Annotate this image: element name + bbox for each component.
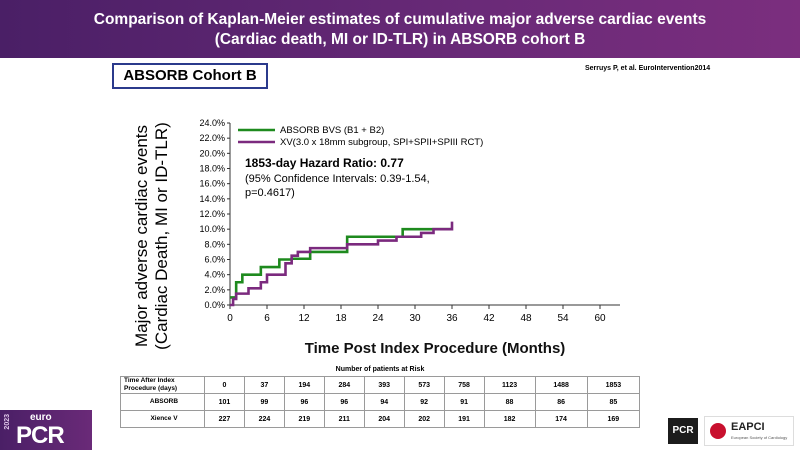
risk-table-timepoint: 1488 [534,376,588,394]
risk-table-cell: 96 [283,393,325,411]
risk-table-cell: 101 [204,393,245,411]
slide-title-line1: Comparison of Kaplan-Meier estimates of … [93,11,707,28]
risk-table-cell: 224 [243,410,285,428]
risk-table-timepoint: 0 [204,376,245,394]
y-tick-label: 14.0% [199,194,225,204]
risk-table-cell: 191 [443,410,485,428]
hazard-ratio-title: 1853-day Hazard Ratio: 0.77 [245,156,404,170]
x-tick-label: 54 [557,313,569,324]
y-tick-label: 12.0% [199,209,225,219]
x-tick-label: 0 [227,313,233,324]
risk-table: Time After Index Procedure (days) 0 37 194 2… [120,376,641,428]
footer-brand-large: PCR [16,422,65,449]
risk-table-cell: 202 [403,410,445,428]
chart-svg: 0.0% 2.0% 4.0% 6.0% 8.0% 10.0% 12.0% 14.0% 16.0%… [132,118,620,357]
x-axis-label: Time Post Index Procedure (Months) [305,340,566,357]
slide-header: Comparison of Kaplan-Meier estimates of … [0,0,800,58]
y-axis-label-line1: Major adverse cardiac events [132,125,151,347]
y-axis-label-line2: (Cardiac Death, MI or ID-TLR) [152,122,171,350]
risk-table-cell: 182 [483,410,536,428]
risk-table-header-label: Time After Index Procedure (days) [120,376,205,394]
risk-table-cell: 227 [204,410,245,428]
risk-table-cell: 92 [403,393,445,411]
confidence-interval-text: (95% Confidence Intervals: 0.39-1.54, [245,173,430,185]
y-tick-label: 22.0% [199,133,225,143]
y-tick-label: 16.0% [199,179,225,189]
x-tick-label: 12 [298,313,310,324]
risk-table-timepoint: 194 [283,376,325,394]
pcr-badge: PCR [668,418,698,444]
eapci-logo: EAPCI European Society of Cardiology [704,416,794,446]
slide-title-line2: (Cardiac death, MI or ID-TLR) in ABSORB … [214,31,586,48]
risk-table-row-label: Xience V [120,410,205,428]
y-tick-label: 24.0% [199,118,225,128]
risk-table-row: ABSORB 101 99 96 96 94 92 91 88 86 85 [120,393,641,411]
x-tick-label: 36 [446,313,458,324]
risk-table-timepoint: 758 [443,376,485,394]
heart-icon [710,423,726,439]
risk-table-timepoint: 573 [403,376,445,394]
citation-text: Serruys P, et al. EuroIntervention2014 [585,65,711,72]
y-tick-label: 10.0% [199,224,225,234]
x-tick-label: 48 [520,313,532,324]
y-tick-label: 2.0% [204,285,225,295]
eapci-name: EAPCI [731,421,765,433]
risk-table-cell: 85 [586,393,641,411]
x-tick-label: 42 [483,313,495,324]
legend-label: ABSORB BVS (B1 + B2) [280,125,384,136]
risk-table-timepoint: 37 [243,376,285,394]
y-tick-label: 0.0% [204,300,225,310]
x-tick-label: 6 [264,313,270,324]
risk-table-row-label: ABSORB [120,393,205,411]
legend-label: XV(3.0 x 18mm subgroup, SPI+SPII+SPIII R… [280,137,483,148]
risk-table-cell: 211 [323,410,365,428]
x-tick-label: 24 [372,313,384,324]
y-tick-label: 18.0% [199,164,225,174]
risk-table-cell: 91 [443,393,485,411]
risk-table-timepoint: 1123 [483,376,536,394]
x-tick-label: 18 [335,313,347,324]
x-tick-label: 60 [594,313,606,324]
y-tick-label: 8.0% [204,239,225,249]
cohort-label-box: ABSORB Cohort B [112,63,268,89]
risk-table-timepoint: 284 [323,376,365,394]
risk-table-cell: 219 [283,410,325,428]
risk-table-cell: 174 [534,410,588,428]
risk-table-cell: 96 [323,393,365,411]
footer-year: 2023 [4,414,11,430]
slide-title: Comparison of Kaplan-Meier estimates of … [20,10,780,50]
series-line-absorb [230,227,452,299]
risk-table-cell: 94 [363,393,405,411]
footer-brand-small: euro [30,412,52,423]
y-tick-label: 20.0% [199,148,225,158]
footer-partner-logos: PCR EAPCI European Society of Cardiology [668,416,798,446]
x-tick-label: 30 [409,313,421,324]
series-line-xience [230,221,454,307]
risk-table-cell: 169 [586,410,641,428]
risk-table-timepoint: 393 [363,376,405,394]
risk-table-header-row: Time After Index Procedure (days) 0 37 194 2… [120,376,641,394]
risk-table-timepoint: 1853 [586,376,641,394]
risk-table-cell: 204 [363,410,405,428]
eapci-sub: European Society of Cardiology [731,435,788,440]
y-tick-label: 4.0% [204,270,225,280]
risk-table-cell: 86 [534,393,588,411]
kaplan-meier-chart: 0.0% 2.0% 4.0% 6.0% 8.0% 10.0% 12.0% 14.0% 16.0%… [125,95,645,365]
europcr-logo: 2023 euro PCR [0,410,92,450]
risk-table-caption: Number of patients at Risk [335,366,425,373]
risk-table-cell: 88 [483,393,536,411]
risk-table-row: Xience V 227 224 219 211 204 202 191 182 174 169 [120,410,641,428]
p-value-text: p=0.4617) [245,187,295,199]
y-tick-label: 6.0% [204,255,225,265]
risk-table-cell: 99 [243,393,285,411]
